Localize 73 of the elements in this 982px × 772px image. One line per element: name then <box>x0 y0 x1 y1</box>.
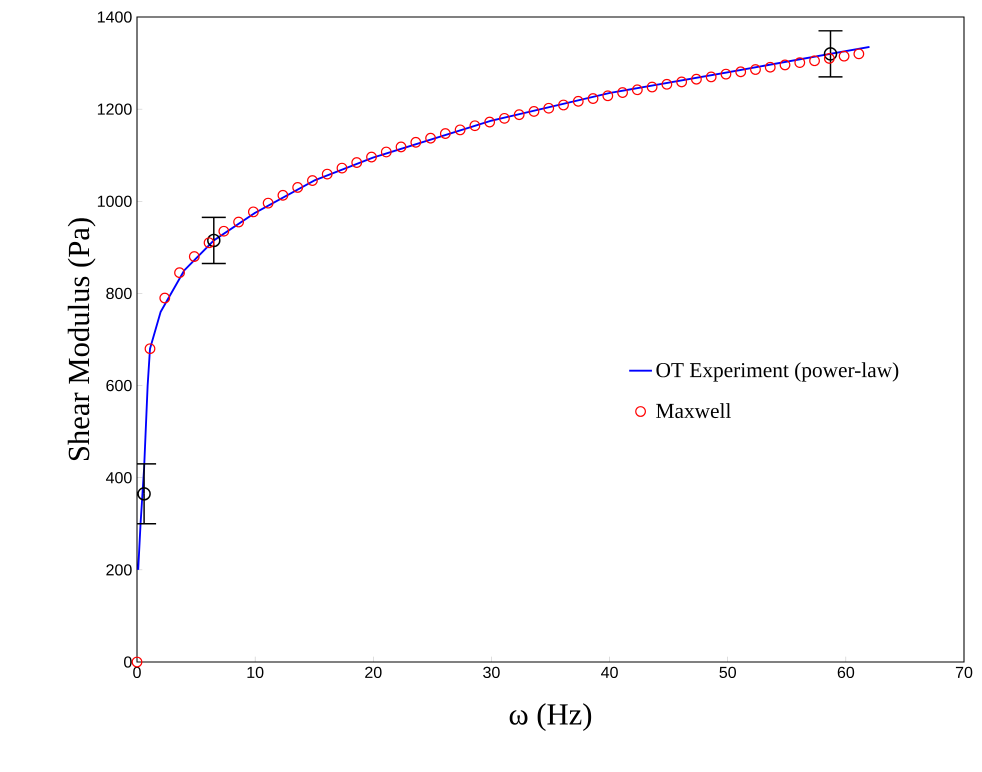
point <box>218 226 230 237</box>
point <box>188 251 200 262</box>
point <box>780 60 790 70</box>
x-tick-label: 0 <box>133 666 141 678</box>
point <box>661 78 672 90</box>
y-axis-title: Shear Modulus (Pa) <box>68 218 96 460</box>
point <box>824 53 835 64</box>
x-axis-title: ω (Hz) <box>510 703 592 731</box>
point <box>794 57 806 68</box>
legend-label: OT Experiment (power-law) <box>656 362 898 382</box>
point <box>676 76 688 88</box>
point <box>558 100 569 110</box>
point <box>824 47 838 61</box>
point <box>750 64 761 75</box>
point <box>454 124 466 136</box>
point <box>528 106 540 117</box>
point <box>137 487 151 501</box>
point <box>499 112 510 124</box>
point <box>278 190 288 201</box>
legend-label: Maxwell <box>656 403 731 418</box>
point <box>336 162 348 174</box>
point <box>207 234 221 248</box>
point <box>248 206 259 218</box>
y-tick-label: 0 <box>124 656 132 668</box>
point <box>514 109 525 120</box>
x-tick-label: 30 <box>483 666 500 678</box>
point <box>588 93 598 104</box>
point <box>380 146 392 158</box>
point <box>764 62 776 73</box>
point <box>396 142 406 152</box>
y-tick-label: 1400 <box>98 11 132 23</box>
point <box>632 84 643 96</box>
point <box>351 157 362 168</box>
y-tick-label: 1000 <box>98 196 132 207</box>
y-tick-label: 200 <box>106 564 132 576</box>
x-tick-label: 60 <box>838 666 854 678</box>
point <box>646 82 658 92</box>
point <box>410 136 422 148</box>
x-tick-label: 20 <box>365 666 382 678</box>
x-tick-label: 50 <box>719 666 736 678</box>
point <box>292 182 304 193</box>
point <box>307 175 318 186</box>
point <box>735 66 746 78</box>
point <box>159 292 170 304</box>
point <box>809 55 820 66</box>
point <box>720 68 732 80</box>
point <box>617 87 628 98</box>
y-tick-label: 600 <box>106 380 132 392</box>
point <box>204 237 214 248</box>
y-tick-label: 1200 <box>98 103 132 115</box>
point <box>174 267 185 278</box>
point <box>132 656 142 668</box>
x-tick-label: 40 <box>601 666 618 678</box>
point <box>425 132 436 144</box>
point <box>322 168 333 180</box>
y-tick-label: 400 <box>106 472 132 484</box>
point <box>691 74 702 85</box>
point <box>853 48 864 60</box>
point <box>233 216 244 228</box>
point <box>706 71 717 82</box>
point <box>602 90 614 102</box>
x-tick-label: 70 <box>956 666 972 678</box>
point <box>469 120 480 132</box>
point <box>484 116 496 128</box>
point <box>440 128 451 139</box>
point <box>262 198 274 209</box>
point <box>366 152 377 162</box>
point <box>543 102 554 114</box>
point <box>144 343 156 354</box>
point <box>838 50 850 62</box>
y-tick-label: 800 <box>106 288 132 300</box>
x-tick-label: 10 <box>247 666 264 678</box>
point <box>572 96 584 107</box>
